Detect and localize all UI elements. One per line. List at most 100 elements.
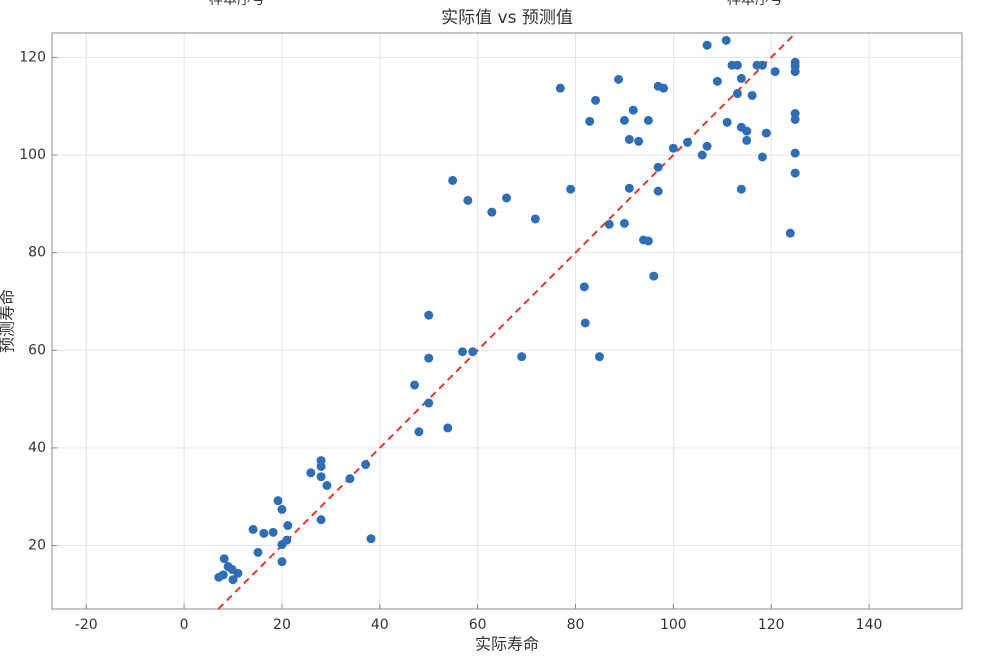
- data-point: [624, 134, 634, 144]
- data-point: [277, 557, 287, 567]
- y-axis-label: 预测寿命: [0, 289, 17, 353]
- data-point: [580, 318, 590, 328]
- data-point: [316, 472, 326, 482]
- data-point: [566, 184, 576, 194]
- data-point: [228, 575, 238, 585]
- data-point: [579, 282, 589, 292]
- data-point: [736, 184, 746, 194]
- data-point: [502, 193, 512, 203]
- data-point: [649, 271, 659, 281]
- header-fragment: 样本序号: [727, 0, 783, 8]
- data-point: [233, 568, 243, 578]
- plot-frame: [51, 32, 963, 610]
- reference-line: [217, 32, 797, 610]
- data-point: [424, 310, 434, 320]
- data-point: [742, 135, 752, 145]
- data-point: [604, 219, 614, 229]
- data-point: [457, 347, 467, 357]
- data-point: [702, 141, 712, 151]
- data-point: [218, 570, 228, 580]
- data-point: [697, 150, 707, 160]
- data-point: [683, 137, 693, 147]
- data-point: [790, 168, 800, 178]
- data-point: [487, 207, 497, 217]
- x-axis-label: 实际寿命: [475, 635, 539, 654]
- data-point: [306, 468, 316, 478]
- data-point: [747, 90, 757, 100]
- data-point: [361, 460, 371, 470]
- data-point: [463, 195, 473, 205]
- data-point: [732, 60, 742, 70]
- y-tick-label: 100: [19, 147, 46, 163]
- data-point: [219, 554, 229, 564]
- data-point: [273, 496, 283, 506]
- x-tick-label: 20: [273, 617, 291, 633]
- data-point: [414, 427, 424, 437]
- data-point: [424, 398, 434, 408]
- x-tick-label: 140: [856, 617, 883, 633]
- data-point: [410, 380, 420, 390]
- data-point: [790, 67, 800, 77]
- data-point: [591, 95, 601, 105]
- chart-title: 实际值 vs 预测值: [441, 8, 573, 28]
- data-point: [757, 152, 767, 162]
- data-point: [253, 547, 263, 557]
- data-point: [277, 504, 287, 514]
- x-tick-label: 60: [469, 617, 487, 633]
- y-tick-label: 20: [28, 538, 46, 554]
- data-point: [770, 67, 780, 77]
- data-point: [424, 353, 434, 363]
- data-point: [668, 143, 678, 153]
- data-point: [785, 228, 795, 238]
- data-point: [316, 515, 326, 525]
- data-point: [268, 527, 278, 537]
- y-tick-label: 60: [28, 342, 46, 358]
- data-point: [614, 74, 624, 84]
- data-point: [790, 114, 800, 124]
- data-point: [282, 535, 292, 545]
- data-point: [443, 423, 453, 433]
- data-point: [316, 461, 326, 471]
- data-point: [530, 214, 540, 224]
- data-point: [653, 162, 663, 172]
- data-point: [517, 352, 527, 362]
- x-tick-label: 100: [660, 617, 687, 633]
- data-point: [468, 347, 478, 357]
- data-point: [732, 89, 742, 99]
- data-point: [790, 148, 800, 158]
- data-point: [702, 40, 712, 50]
- data-point: [643, 236, 653, 246]
- data-point: [619, 115, 629, 125]
- data-point: [722, 117, 732, 127]
- y-tick-label: 40: [28, 440, 46, 456]
- data-point: [345, 474, 355, 484]
- x-tick-label: 80: [567, 617, 585, 633]
- data-point: [624, 183, 634, 193]
- x-tick-label: 0: [180, 617, 189, 633]
- data-point: [721, 35, 731, 45]
- data-point: [585, 116, 595, 126]
- x-tick-label: -20: [75, 617, 98, 633]
- data-point: [757, 60, 767, 70]
- data-point: [761, 128, 771, 138]
- data-point: [594, 352, 604, 362]
- data-point: [366, 534, 376, 544]
- data-point: [448, 175, 458, 185]
- y-tick-label: 120: [19, 49, 46, 65]
- data-point: [628, 105, 638, 115]
- x-tick-label: 120: [758, 617, 785, 633]
- header-fragment: 样本序号: [209, 0, 265, 8]
- data-point: [653, 186, 663, 196]
- data-point: [259, 528, 269, 538]
- data-point: [659, 83, 669, 93]
- data-point: [634, 136, 644, 146]
- x-tick-label: 40: [371, 617, 389, 633]
- data-point: [619, 218, 629, 228]
- data-point: [712, 76, 722, 86]
- data-point: [643, 115, 653, 125]
- data-point: [742, 126, 752, 136]
- y-tick-label: 80: [28, 245, 46, 261]
- data-point: [555, 83, 565, 93]
- data-point: [248, 524, 258, 534]
